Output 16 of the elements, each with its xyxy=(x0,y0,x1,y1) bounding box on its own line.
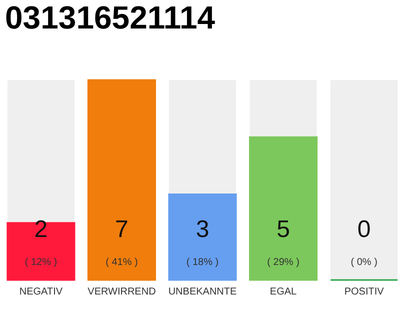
annotation: ( 41% ) xyxy=(106,257,138,268)
chart-title: 031316521114 xyxy=(5,0,216,36)
data-label: 7 xyxy=(115,216,128,243)
annotation: ( 18% ) xyxy=(186,257,219,268)
annotation: ( 0% ) xyxy=(350,257,378,268)
x-tick-label: NEGATIV xyxy=(19,286,63,298)
data-label: 2 xyxy=(34,216,48,243)
data-label: 3 xyxy=(196,216,210,243)
data-label: 5 xyxy=(276,216,290,243)
annotation: ( 29% ) xyxy=(267,257,300,268)
x-tick-label: EGAL xyxy=(270,286,298,298)
x-tick-label: VERWIRREND xyxy=(88,286,156,298)
x-tick-label: POSITIV xyxy=(344,286,384,298)
x-tick-label: UNBEKANNTE xyxy=(168,286,237,298)
annotation: ( 12% ) xyxy=(24,257,58,268)
data-label: 0 xyxy=(357,216,371,243)
